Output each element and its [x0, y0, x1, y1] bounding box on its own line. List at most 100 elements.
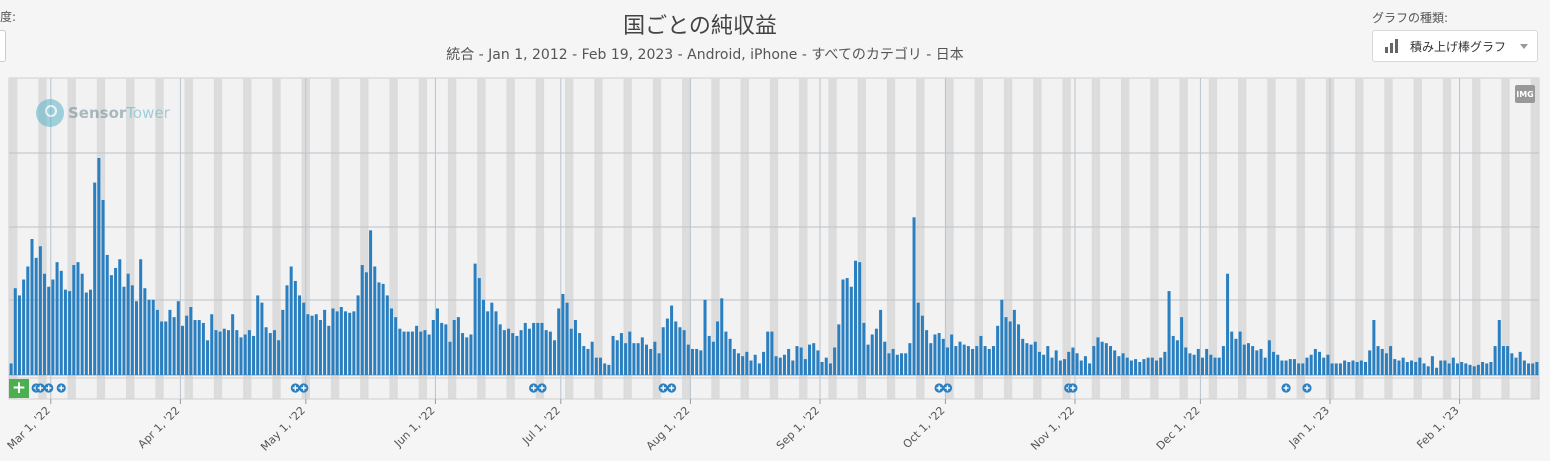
weekend-band: [857, 78, 862, 399]
bar: [1276, 354, 1280, 375]
bar: [1096, 337, 1100, 375]
weekend-band: [1212, 78, 1218, 399]
bar: [778, 357, 782, 375]
bar: [962, 344, 966, 375]
bar: [289, 266, 293, 375]
img-export-button[interactable]: IMG: [1515, 85, 1535, 103]
bar: [402, 331, 406, 375]
bar: [699, 350, 703, 375]
bar: [1079, 360, 1083, 375]
bar: [904, 353, 908, 375]
bar: [532, 322, 536, 375]
bar: [1280, 360, 1284, 375]
bar: [799, 347, 803, 375]
bar: [1322, 357, 1326, 375]
bar: [310, 315, 314, 375]
bar: [1192, 354, 1196, 375]
weekend-band: [452, 78, 457, 399]
event-marker[interactable]: [1068, 383, 1078, 393]
add-event-button[interactable]: +: [9, 379, 29, 398]
event-marker[interactable]: [666, 383, 677, 393]
weekend-band: [1530, 78, 1535, 399]
bar: [435, 308, 439, 375]
weekend-band: [539, 78, 545, 399]
chart-type-select[interactable]: 積み上げ棒グラフ: [1372, 30, 1538, 62]
weekend-band: [1179, 78, 1184, 399]
bar: [1092, 346, 1096, 375]
bar: [13, 288, 17, 375]
bar: [507, 328, 511, 375]
chart-title: 国ごとの純収益: [623, 14, 777, 39]
weekend-band: [389, 78, 394, 399]
tick-label: Feb 1, '23: [1414, 404, 1461, 451]
left-control-box[interactable]: [0, 30, 6, 62]
bar: [766, 331, 770, 375]
bar: [1025, 343, 1029, 375]
bar: [1196, 348, 1200, 375]
bar: [264, 327, 268, 375]
weekend-band: [1329, 78, 1335, 399]
bar: [172, 317, 176, 375]
bar: [991, 346, 995, 375]
event-marker[interactable]: [290, 383, 300, 393]
bar: [1347, 361, 1351, 375]
bar: [201, 322, 205, 375]
bar: [1251, 346, 1255, 375]
bar: [381, 283, 385, 375]
bar: [314, 314, 318, 375]
bar: [1410, 360, 1414, 375]
event-marker[interactable]: [44, 383, 54, 393]
bar: [444, 324, 448, 375]
weekend-band: [1534, 78, 1539, 399]
bar: [369, 230, 373, 375]
weekend-band: [422, 78, 428, 399]
bar: [1460, 361, 1464, 375]
weekend-band: [510, 78, 515, 399]
bar: [854, 260, 858, 375]
bar: [1447, 363, 1451, 375]
bar: [1159, 357, 1163, 375]
weekend-band: [1271, 78, 1276, 399]
event-marker[interactable]: [658, 383, 668, 393]
bar: [599, 357, 603, 375]
event-marker[interactable]: [299, 383, 309, 393]
bar: [1481, 361, 1485, 375]
bar: [707, 335, 711, 375]
bar: [757, 363, 761, 375]
event-marker[interactable]: [1281, 383, 1291, 393]
event-marker[interactable]: [934, 383, 944, 393]
event-marker[interactable]: [537, 383, 547, 393]
bar: [1451, 357, 1455, 375]
bar: [1226, 273, 1230, 375]
bar: [720, 298, 724, 375]
bar: [603, 363, 607, 375]
bar: [160, 321, 164, 375]
event-marker[interactable]: [35, 383, 45, 393]
bar: [933, 334, 937, 375]
bar: [866, 344, 870, 375]
bar: [523, 322, 527, 375]
bar: [958, 341, 962, 375]
event-marker[interactable]: [529, 383, 539, 393]
bar: [1334, 363, 1338, 375]
bar: [870, 334, 874, 375]
bar: [410, 331, 414, 375]
event-marker[interactable]: [942, 383, 953, 393]
bar: [920, 315, 924, 375]
bar: [423, 330, 427, 375]
bar: [624, 343, 628, 375]
bar: [498, 324, 502, 375]
tick-label: Dec 1, '22: [1154, 404, 1203, 453]
weekend-band: [1095, 78, 1101, 399]
bar: [954, 346, 958, 375]
bar: [22, 279, 26, 375]
bar: [1246, 343, 1250, 375]
event-marker[interactable]: [1302, 383, 1312, 393]
bar: [1155, 360, 1159, 375]
bar: [1217, 357, 1221, 375]
bar: [1175, 340, 1179, 375]
event-marker[interactable]: [56, 383, 66, 393]
bar: [820, 361, 824, 375]
bar: [1054, 350, 1058, 375]
bar: [515, 335, 519, 375]
